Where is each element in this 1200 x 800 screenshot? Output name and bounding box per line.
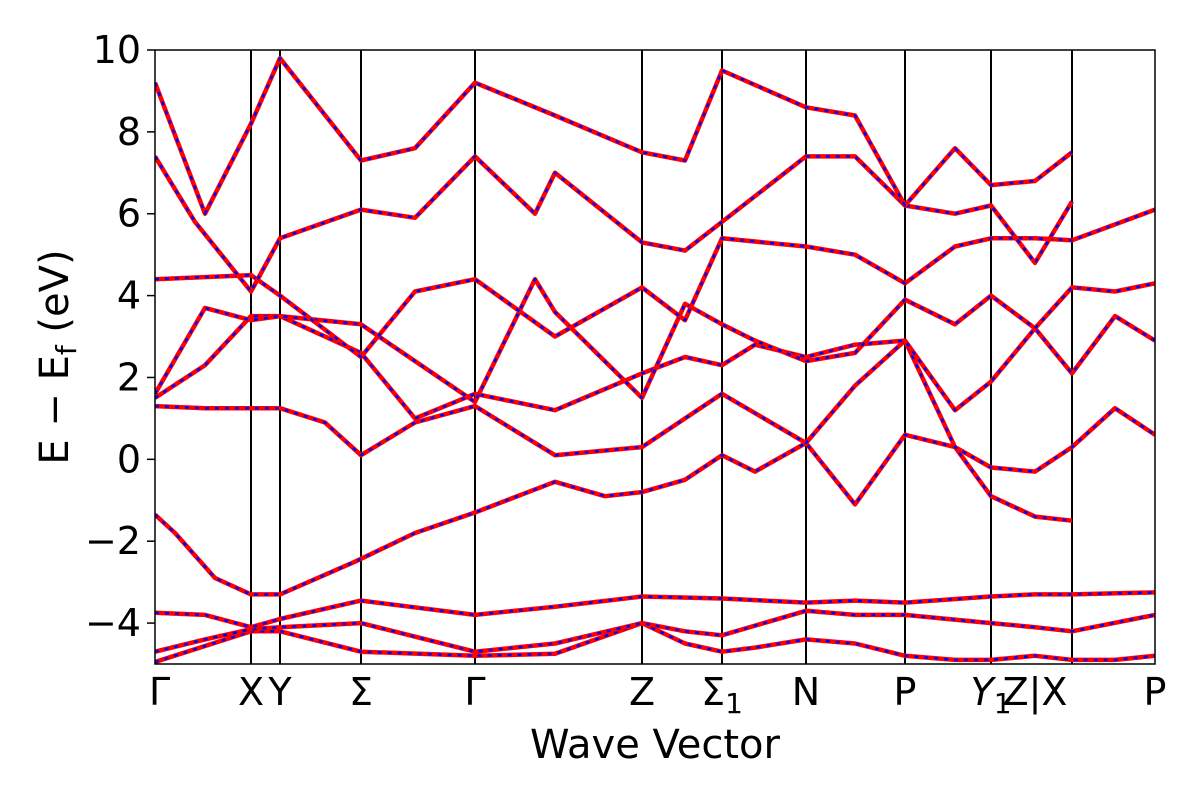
y-axis: −4 −2 0 2 4 6 8 10 bbox=[85, 28, 155, 645]
band-8-dft bbox=[155, 155, 1074, 293]
x-kpoint-label: Y1 bbox=[970, 670, 1011, 720]
y-axis-title: E − Ef (eV) bbox=[32, 249, 83, 464]
band-8-model bbox=[155, 154, 1074, 294]
band-4-model bbox=[155, 338, 1155, 474]
x-kpoint-label: P bbox=[894, 670, 917, 714]
x-axis-title: Wave Vector bbox=[530, 722, 781, 768]
band-2-model bbox=[155, 590, 1155, 630]
band-3-model bbox=[155, 432, 1073, 597]
y-tick-label: 10 bbox=[93, 28, 141, 72]
x-kpoint-label: Σ1 bbox=[701, 670, 743, 720]
y-tick-label: −2 bbox=[85, 519, 141, 563]
x-kpoint-label: Γ bbox=[149, 670, 170, 714]
y-tick-label: 2 bbox=[117, 355, 141, 399]
x-kpoint-label: Z|X bbox=[1003, 670, 1068, 715]
band-series bbox=[155, 55, 1155, 664]
x-kpoint-label: N bbox=[792, 670, 820, 714]
band-5-model bbox=[155, 313, 1155, 421]
x-kpoint-label: X bbox=[238, 670, 264, 714]
band-1-model bbox=[155, 608, 1155, 654]
band-4-dft bbox=[155, 339, 1155, 473]
band-7-model bbox=[155, 207, 1155, 360]
band-0-dft bbox=[155, 621, 1155, 664]
band-3-dft bbox=[155, 433, 1073, 596]
band-6-dft bbox=[155, 277, 1155, 404]
y-axis-title-unit: (eV) bbox=[32, 249, 78, 345]
y-tick-label: 4 bbox=[117, 274, 141, 318]
plot-frame bbox=[154, 49, 1156, 665]
band-2-dft bbox=[155, 591, 1155, 629]
x-kpoint-label: P bbox=[1144, 670, 1167, 714]
y-tick-label: 6 bbox=[117, 192, 141, 236]
y-axis-title-sub: f bbox=[50, 344, 83, 355]
x-kpoint-label: Y bbox=[267, 670, 292, 714]
x-kpoint-label: Σ bbox=[349, 670, 373, 714]
band-9-dft bbox=[155, 56, 1073, 215]
x-kpoint-label: Γ bbox=[464, 670, 485, 714]
y-tick-label: −4 bbox=[85, 601, 141, 645]
band-9-model bbox=[155, 55, 1074, 216]
x-axis-kpoint-labels: Γ X Y Σ Γ Z Σ1 N P Y1Z|X P bbox=[149, 670, 1166, 720]
y-tick-label: 8 bbox=[117, 110, 141, 154]
y-axis-title-main: E − E bbox=[32, 355, 78, 465]
y-tick-label: 0 bbox=[117, 437, 141, 481]
high-symmetry-lines bbox=[250, 50, 1073, 664]
x-kpoint-label: Z bbox=[629, 670, 655, 714]
